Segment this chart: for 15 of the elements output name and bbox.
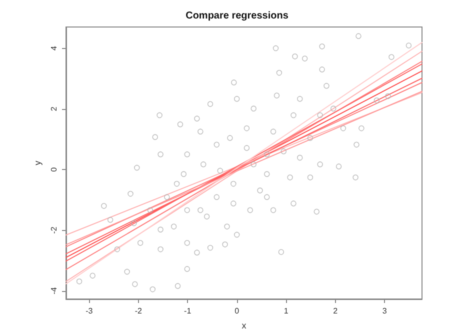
x-tick-label: 1 [284,306,289,316]
x-tick-label: -1 [184,306,192,316]
chart-title: Compare regressions [186,10,289,22]
x-tick-label: 0 [234,306,240,316]
x-tick-label: 2 [333,306,338,316]
y-tick-label: 0 [50,166,58,172]
y-tick-label: -4 [50,286,58,294]
y-axis-title: y [32,160,42,166]
x-tick-label: -2 [134,306,142,316]
x-axis-title: x [242,320,247,330]
y-tick-label: 2 [50,106,58,112]
y-tick-label: -2 [50,226,58,234]
x-tick-label: -3 [86,306,94,316]
y-tick-label: 4 [50,45,58,50]
x-tick-label: 3 [382,306,388,316]
